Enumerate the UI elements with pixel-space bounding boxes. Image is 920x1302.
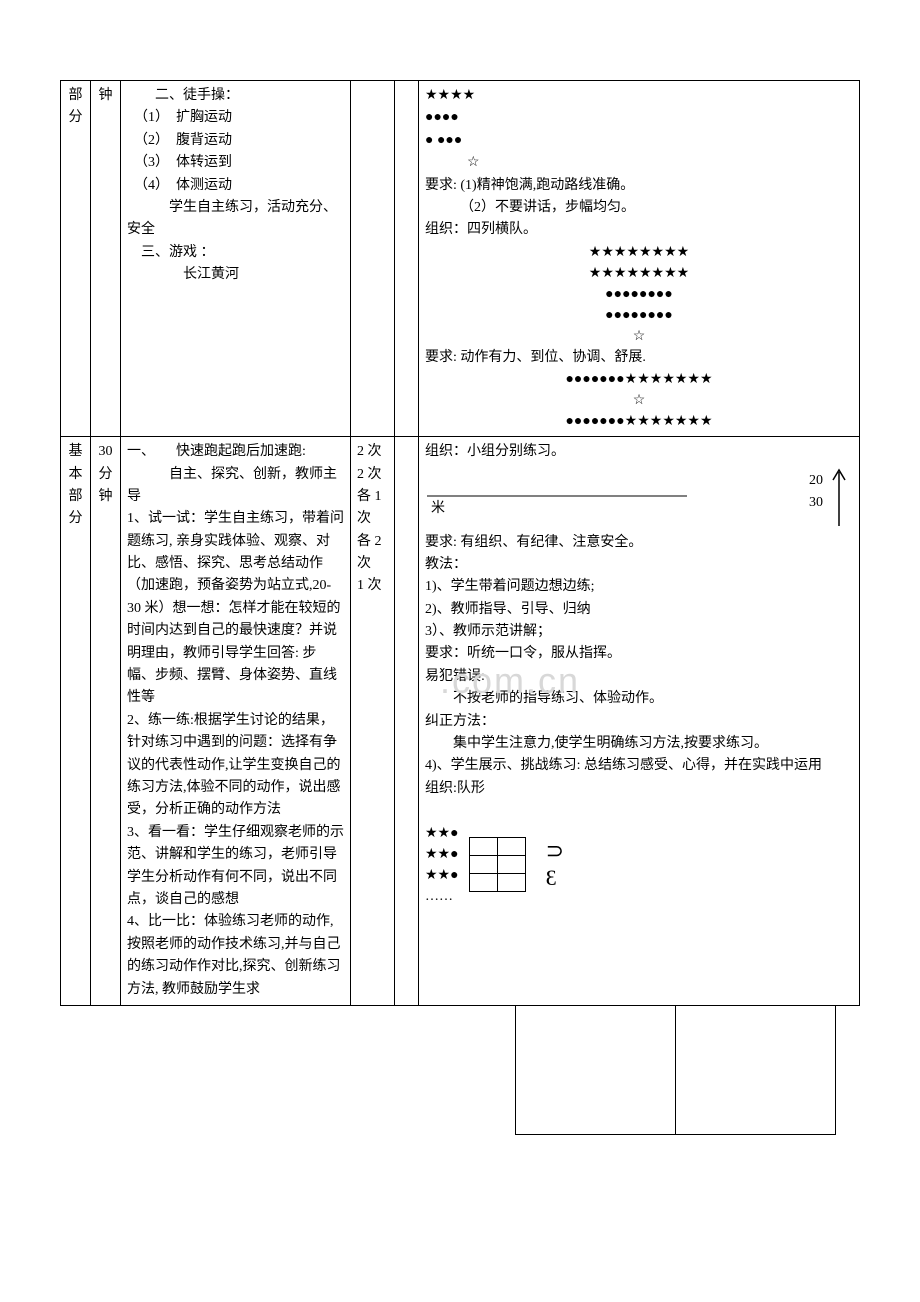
symbols: ……	[425, 889, 453, 904]
line: 二、徒手操：	[127, 88, 239, 103]
method-item: 2)、教师指导、引导、归纳	[425, 602, 591, 617]
symbols: ●●●●●●●★★★★★★★	[425, 411, 853, 432]
org-label: 组织：四列横队。	[425, 222, 537, 237]
method-item: 3）、教师示范讲解；	[425, 624, 551, 639]
requirement: （2）不要讲话，步幅均匀。	[425, 200, 635, 215]
line: 三、游戏 ：	[127, 245, 215, 260]
spacer-cell	[395, 81, 419, 437]
symbols: ●●●●●●●★★★★★★★	[425, 369, 853, 390]
line: （3） 体转运到	[127, 155, 232, 170]
times-cell	[351, 81, 395, 437]
method-item: 4)、学生展示、挑战练习: 总结练习感受、心得，并在实践中运用	[425, 758, 822, 773]
requirement: 要求: 动作有力、到位、协调、舒展.	[425, 350, 646, 365]
arrow-icon	[829, 468, 849, 528]
organization-cell: 组织：小组分别练习。 20 30 米 要求: 有组织、有纪律、注意安全。 教法：…	[419, 437, 860, 1006]
method-item: 1)、学生带着问题边想边练;	[425, 579, 595, 594]
text: 30分钟	[99, 444, 113, 504]
time-label: 钟	[91, 81, 121, 437]
paragraph: 3、看一看：学生仔细观察老师的示范、讲解和学生的练习，老师引导学生分析动作有何不…	[127, 825, 344, 907]
symbols: ● ●●●	[425, 133, 462, 148]
times: 各 2次	[357, 534, 382, 571]
times: 2 次	[357, 444, 382, 459]
symbols: ★★★★★★★★	[425, 242, 853, 263]
method-label: 教法：	[425, 557, 467, 572]
shape-icon: ⊃	[546, 838, 564, 863]
requirement: 要求：听统一口令，服从指挥。	[425, 646, 621, 661]
dangling-cells	[515, 1005, 836, 1136]
line: （4） 体测运动	[127, 178, 232, 193]
symbols: ★★●	[425, 868, 459, 883]
distance: 20	[809, 473, 823, 488]
symbols: ●●●●●●●●	[425, 305, 853, 326]
formation-diagram: ★★● ★★● ★★● …… ⊃ Ɛ	[425, 823, 853, 907]
text: 基本部分	[69, 444, 83, 526]
organization-cell: ★★★★ ●●●● ● ●●● ☆ 要求: (1)精神饱满,跑动路线准确。 （2…	[419, 81, 860, 437]
line: （1） 扩胸运动	[127, 110, 232, 125]
line: 学生自主练习，活动充分、安全	[127, 200, 337, 237]
error-text: 不按老师的指导练习、体验动作。	[425, 691, 663, 706]
symbols: ★★●	[425, 847, 459, 862]
text: 部分	[69, 88, 83, 125]
org-label: 组织：小组分别练习。	[425, 444, 565, 459]
symbols: ★★★★★★★★	[425, 263, 853, 284]
content-cell: 二、徒手操： （1） 扩胸运动 （2） 腹背运动 （3） 体转运到 （4） 体测…	[121, 81, 351, 437]
spacer-cell	[395, 437, 419, 1006]
line-icon	[427, 492, 687, 500]
paragraph: 2、练一练:根据学生讨论的结果，针对练习中遇到的问题：选择有争议的代表性动作,让…	[127, 713, 341, 818]
line: 长江黄河	[127, 267, 239, 282]
time-label: 30分钟	[91, 437, 121, 1006]
org-label: 组织:队形	[425, 781, 485, 796]
subtitle: 自主、探究、创新，教师主导	[127, 467, 337, 504]
unit: 米	[431, 498, 445, 520]
fix-label: 纠正方法：	[425, 714, 495, 729]
fix-text: 集中学生注意力,使学生明确练习方法,按要求练习。	[425, 736, 768, 751]
table-row: 部分 钟 二、徒手操： （1） 扩胸运动 （2） 腹背运动 （3） 体转运到 （…	[61, 81, 860, 437]
distance-diagram: 20 30 米	[425, 468, 853, 528]
symbols: ☆	[425, 152, 853, 174]
symbols: ★★●	[425, 826, 459, 841]
symbols: ★★★★	[425, 88, 475, 103]
requirement: 要求: (1)精神饱满,跑动路线准确。	[425, 178, 634, 193]
requirement: 要求: 有组织、有纪律、注意安全。	[425, 535, 642, 550]
line: （2） 腹背运动	[127, 133, 232, 148]
title: 一、 快速跑起跑后加速跑:	[127, 444, 306, 459]
error-label: 易犯错误:	[425, 669, 485, 684]
times: 各 1次	[357, 489, 382, 526]
shape-icon: Ɛ	[546, 865, 557, 890]
table-row: 基本部分 30分钟 一、 快速跑起跑后加速跑: 自主、探究、创新，教师主导 1、…	[61, 437, 860, 1006]
empty-cell	[676, 1005, 836, 1135]
grid-icon	[469, 837, 526, 892]
symbols: ☆	[425, 390, 853, 411]
times: 2 次	[357, 467, 382, 482]
lesson-plan-table: 部分 钟 二、徒手操： （1） 扩胸运动 （2） 腹背运动 （3） 体转运到 （…	[60, 80, 860, 1006]
text: ☆	[467, 155, 480, 170]
text: 钟	[99, 88, 113, 103]
empty-cell	[516, 1005, 676, 1135]
paragraph: 1、试一试：学生自主练习，带着问题练习, 亲身实践体验、观察、对比、感悟、探究、…	[127, 511, 344, 705]
section-label: 基本部分	[61, 437, 91, 1006]
times: 1 次	[357, 578, 382, 593]
symbols: ●●●●	[425, 110, 459, 125]
times-cell: 2 次 2 次 各 1次 各 2次 1 次	[351, 437, 395, 1006]
content-cell: 一、 快速跑起跑后加速跑: 自主、探究、创新，教师主导 1、试一试：学生自主练习…	[121, 437, 351, 1006]
section-label: 部分	[61, 81, 91, 437]
symbols: ●●●●●●●●	[425, 284, 853, 305]
symbols: ☆	[425, 326, 853, 347]
paragraph: 4、比一比：体验练习老师的动作,按照老师的动作技术练习,并与自己的练习动作作对比…	[127, 914, 341, 996]
distance: 30	[809, 495, 823, 510]
